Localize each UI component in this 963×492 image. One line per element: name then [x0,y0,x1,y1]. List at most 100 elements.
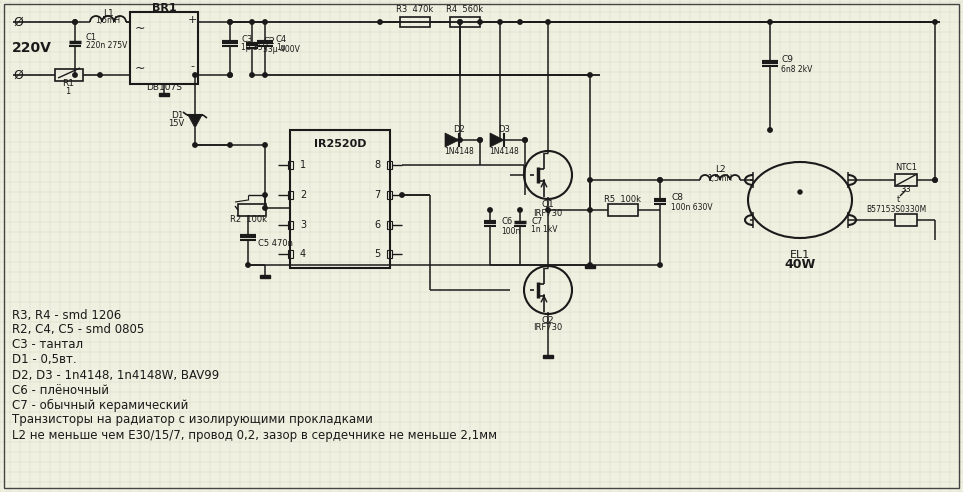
Circle shape [457,138,462,142]
Text: 33: 33 [900,185,911,194]
Circle shape [228,20,232,24]
Bar [288,191,293,199]
Circle shape [249,20,254,24]
Circle shape [658,178,663,182]
Circle shape [658,178,663,182]
Circle shape [768,20,772,24]
Bar [238,204,266,216]
Bar [400,17,430,27]
Text: C5 470n: C5 470n [258,240,293,248]
Text: 15V: 15V [168,120,184,128]
Circle shape [478,138,482,142]
Circle shape [263,73,267,77]
Text: L2: L2 [715,165,725,175]
Text: C6: C6 [501,217,512,226]
Circle shape [518,208,522,212]
Bar [387,221,392,229]
Circle shape [478,138,482,142]
Circle shape [587,208,592,212]
Circle shape [73,20,77,24]
Circle shape [228,73,232,77]
Text: -: - [190,61,194,71]
Text: +: + [188,15,196,25]
Circle shape [457,20,462,24]
Text: B57153S0330M: B57153S0330M [866,206,926,215]
Circle shape [587,73,592,77]
Bar [290,130,390,268]
Text: ~: ~ [135,22,145,34]
Bar [288,250,293,258]
Bar [895,214,917,226]
Text: C1: C1 [86,33,97,42]
Text: 1u: 1u [276,43,286,53]
Circle shape [193,143,197,147]
Text: Транзисторы на радиатор с изолирующими прокладками: Транзисторы на радиатор с изолирующими п… [12,413,373,427]
Text: 5: 5 [374,249,380,259]
Text: R3  470k: R3 470k [397,5,433,14]
Bar [288,161,293,169]
Text: 220V: 220V [12,41,52,55]
Bar [55,69,83,81]
Text: Ø: Ø [13,16,23,29]
Text: 1µ 35V: 1µ 35V [241,43,268,53]
Text: C3 - тантал: C3 - тантал [12,338,83,351]
Text: C8: C8 [671,192,683,202]
Text: Q1: Q1 [541,201,555,210]
Text: D1: D1 [171,111,184,120]
Text: C2: C2 [263,37,274,47]
Circle shape [246,263,250,267]
Bar [260,275,270,278]
Polygon shape [445,133,459,147]
Circle shape [933,178,937,182]
Circle shape [193,73,197,77]
Circle shape [228,143,232,147]
Text: 100n: 100n [501,226,520,236]
Bar [288,221,293,229]
Text: R2, C4, C5 - smd 0805: R2, C4, C5 - smd 0805 [12,324,144,337]
Circle shape [768,128,772,132]
Text: D1 - 0,5вт.: D1 - 0,5вт. [12,353,77,367]
Bar [450,17,480,27]
Text: 1: 1 [299,160,306,170]
Text: 33µ 400V: 33µ 400V [263,45,299,55]
Circle shape [546,208,550,212]
Circle shape [457,20,462,24]
Bar [585,265,595,268]
Text: R3, R4 - smd 1206: R3, R4 - smd 1206 [12,308,121,321]
Text: 8: 8 [374,160,380,170]
Text: L1: L1 [103,9,114,19]
Text: 6: 6 [374,220,380,230]
Text: R4  560k: R4 560k [447,5,483,14]
Polygon shape [490,133,504,147]
Circle shape [488,208,492,212]
Text: 2: 2 [299,190,306,200]
Text: C6 - плёночный: C6 - плёночный [12,383,109,397]
Text: C7: C7 [531,217,542,226]
Text: 1N4148: 1N4148 [489,148,519,156]
Text: IR2520D: IR2520D [314,139,366,149]
Text: 6n8 2kV: 6n8 2kV [781,64,813,73]
Text: Q2: Q2 [541,315,555,325]
Circle shape [518,20,522,24]
Circle shape [587,263,592,267]
Text: D3: D3 [498,125,510,134]
Circle shape [658,263,663,267]
Bar [608,204,638,216]
Text: C9: C9 [781,56,793,64]
Bar [130,12,198,84]
Text: R1: R1 [62,80,74,89]
Text: 1,5mH: 1,5mH [95,17,120,26]
Text: 1N4148: 1N4148 [444,148,474,156]
Text: 3: 3 [299,220,306,230]
Circle shape [933,178,937,182]
Text: Ø: Ø [13,68,23,82]
Circle shape [933,20,937,24]
Circle shape [546,20,550,24]
Text: 4: 4 [299,249,306,259]
Bar [387,161,392,169]
Text: 220n 275V: 220n 275V [86,41,127,51]
Bar [159,93,169,96]
Circle shape [263,206,267,210]
Circle shape [400,193,404,197]
Text: C4: C4 [276,35,287,44]
